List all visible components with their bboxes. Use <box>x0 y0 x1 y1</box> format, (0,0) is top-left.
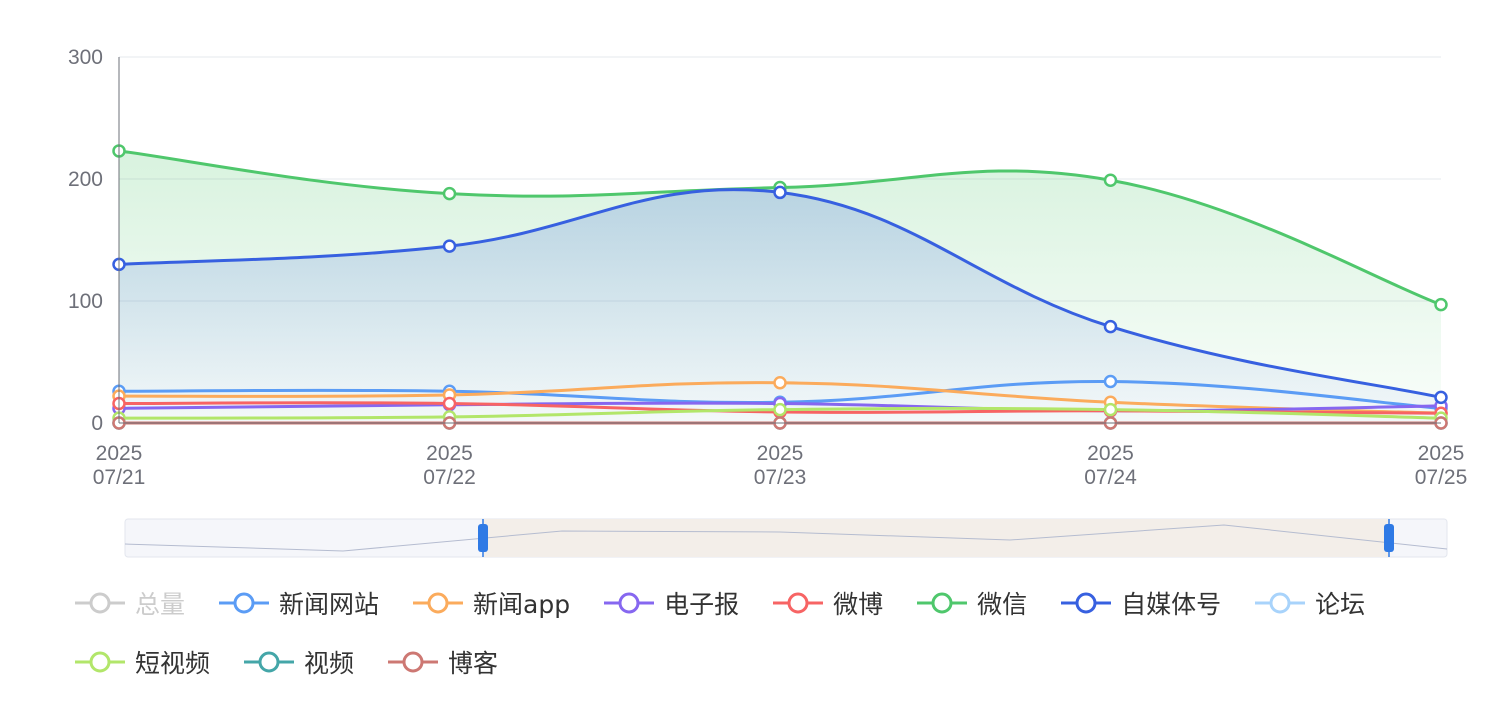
legend-item[interactable]: 新闻网站 <box>219 583 379 623</box>
legend-marker <box>89 651 111 673</box>
legend-icon <box>244 651 295 673</box>
legend-marker <box>1075 592 1097 614</box>
x-tick-label: 2025 07/22 <box>423 442 476 489</box>
legend-item[interactable]: 视频 <box>244 642 354 682</box>
y-tick-label: 100 <box>68 290 103 313</box>
legend-marker <box>787 592 809 614</box>
zoom-handle[interactable] <box>478 524 488 552</box>
legend-marker <box>89 592 111 614</box>
y-tick-label: 200 <box>68 168 103 191</box>
legend-label: 自媒体号 <box>1121 590 1222 619</box>
legend-icon <box>75 592 125 614</box>
point <box>442 396 457 411</box>
legend-label: 新闻app <box>473 590 571 619</box>
legend-marker <box>233 592 255 614</box>
zoom-handle[interactable] <box>1384 524 1394 552</box>
point <box>1434 297 1448 312</box>
legend-item[interactable]: 微信 <box>917 583 1027 623</box>
legend-label: 微博 <box>833 590 884 619</box>
legend-marker <box>618 592 640 614</box>
chart: 0 100 200 300 2025 07/21 2025 07/22 2025 07/23 202… <box>68 46 1468 558</box>
legend-icon <box>604 592 655 614</box>
legend-icon <box>75 651 125 673</box>
legend-label: 新闻网站 <box>279 590 380 619</box>
legend-item[interactable]: 电子报 <box>604 583 739 623</box>
y-tick-label: 0 <box>91 412 103 435</box>
x-tick-label: 2025 07/23 <box>754 442 807 489</box>
point <box>773 185 787 200</box>
legend-item[interactable]: 自媒体号 <box>1061 583 1221 623</box>
legend-marker <box>427 592 449 614</box>
legend-icon <box>1061 592 1112 614</box>
legend-marker <box>931 592 953 614</box>
x-tick-label: 2025 07/25 <box>1415 442 1468 489</box>
zoom-selection[interactable] <box>483 519 1389 557</box>
point <box>1103 173 1118 187</box>
point <box>1103 374 1118 389</box>
zoom-preview <box>124 524 1448 552</box>
point <box>1103 319 1118 334</box>
point <box>1434 390 1448 405</box>
point <box>442 239 457 253</box>
legend-label: 博客 <box>448 649 499 678</box>
legend-marker <box>402 651 424 673</box>
legend-icon <box>388 651 439 673</box>
point <box>442 186 457 201</box>
legend-item[interactable]: 博客 <box>388 642 498 682</box>
legend: 总量 新闻网站 新闻app 电子报 微博 微信 自媒体号 论坛短视频 视频 博客 <box>75 583 1475 682</box>
legend-icon <box>413 592 464 614</box>
legend-label: 短视频 <box>135 649 211 678</box>
legend-label: 论坛 <box>1315 590 1366 619</box>
legend-icon <box>219 592 270 614</box>
legend-icon <box>773 592 824 614</box>
legend-item[interactable]: 总量 <box>75 583 185 623</box>
point <box>773 402 787 417</box>
legend-label: 总量 <box>135 590 186 619</box>
x-tick-label: 2025 07/21 <box>93 442 146 489</box>
legend-item[interactable]: 微博 <box>773 583 883 623</box>
legend-marker <box>1269 592 1291 614</box>
legend-label: 电子报 <box>664 590 740 619</box>
y-tick-label: 300 <box>68 46 103 69</box>
data-zoom <box>124 518 1448 558</box>
legend-marker <box>258 651 280 673</box>
legend-label: 微信 <box>977 590 1028 619</box>
legend-item[interactable]: 论坛 <box>1255 583 1365 623</box>
x-tick-label: 2025 07/24 <box>1084 442 1137 489</box>
point <box>1103 402 1118 417</box>
point <box>773 375 787 390</box>
legend-item[interactable]: 新闻app <box>413 583 570 623</box>
legend-label: 视频 <box>304 649 355 678</box>
legend-icon <box>1255 592 1306 614</box>
legend-icon <box>917 592 968 614</box>
legend-item[interactable]: 短视频 <box>75 642 210 682</box>
